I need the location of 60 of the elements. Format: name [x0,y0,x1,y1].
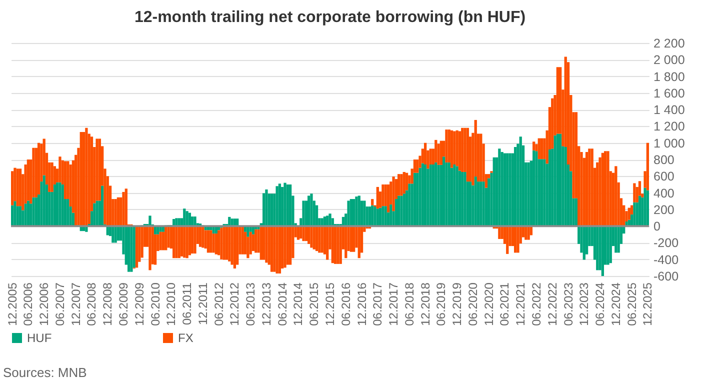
legend-label: HUF [27,331,52,345]
x-tick-label: 12.2025 [640,282,655,326]
x-tick-label: 06.2006 [21,282,36,326]
x-tick-label: 06.2011 [180,282,194,325]
x-tick-label: 12.2016 [354,282,369,326]
y-tick-label: 600 [654,170,674,184]
x-tick-label: 12.2015 [323,282,337,326]
x-tick-label: 06.2013 [244,282,258,326]
x-tick-label: 06.2022 [529,282,544,326]
x-tick-label: 12.2020 [482,282,496,326]
x-tick-label: 12.2024 [608,282,623,326]
y-tick-label: -200 [654,236,679,250]
x-tick-label: 12.2006 [37,282,52,326]
x-tick-label: 12.2019 [450,282,464,326]
x-tick-label: 12.2008 [100,282,115,326]
y-tick-label: 200 [654,202,674,217]
x-tick-label: 12.2011 [196,282,210,325]
x-tick-label: 06.2014 [275,282,290,326]
x-tick-label: 06.2009 [116,282,131,326]
y-tick-label: 2 200 [654,36,685,50]
legend-label: FX [178,331,194,345]
y-tick-label: 1 600 [654,86,685,100]
y-tick-label: 2 000 [654,53,685,68]
y-tick-label: 1 800 [654,70,685,84]
y-tick-label: 400 [654,186,674,200]
x-tick-label: 06.2008 [84,282,99,326]
x-tick-label: 06.2012 [212,282,226,326]
x-tick-label: 06.2020 [466,282,480,326]
x-tick-label: 06.2018 [402,282,416,326]
x-tick-label: 06.2023 [561,282,576,326]
x-tick-label: 12.2005 [5,282,20,326]
x-tick-label: 12.2010 [164,282,178,326]
y-tick-label: 1 000 [654,136,685,150]
x-tick-label: 12.2009 [132,282,146,326]
y-tick-label: -600 [654,270,679,284]
x-tick-label: 12.2018 [418,282,432,326]
x-tick-label: 12.2017 [386,282,401,326]
x-tick-label: 06.2024 [593,282,608,326]
y-tick-label: 1 400 [654,103,685,118]
source-note: Sources: MNB [3,365,87,380]
x-tick-label: 06.2007 [52,282,67,326]
y-tick-label: 0 [654,220,660,234]
x-tick-label: 12.2023 [577,282,592,326]
x-tick-label: 06.2015 [307,282,322,326]
x-tick-label: 06.2016 [338,282,353,326]
y-tick-label: -400 [654,252,679,267]
y-tick-label: 800 [654,153,674,167]
x-tick-label: 12.2013 [259,282,274,326]
x-tick-label: 06.2021 [498,282,512,326]
x-tick-label: 12.2022 [545,282,560,326]
x-tick-label: 12.2021 [514,282,528,326]
x-tick-label: 12.2007 [68,282,83,326]
x-tick-label: 06.2019 [434,282,448,326]
x-tick-label: 12.2014 [291,282,306,326]
chart-title: 12-month trailing net corporate borrowing (bn HUF) [134,9,526,26]
x-tick-label: 06.2017 [370,282,385,326]
x-tick-label: 06.2025 [624,282,639,326]
y-tick-label: 1 200 [654,120,685,134]
x-tick-label: 12.2012 [228,282,242,326]
x-tick-label: 06.2010 [148,282,162,326]
